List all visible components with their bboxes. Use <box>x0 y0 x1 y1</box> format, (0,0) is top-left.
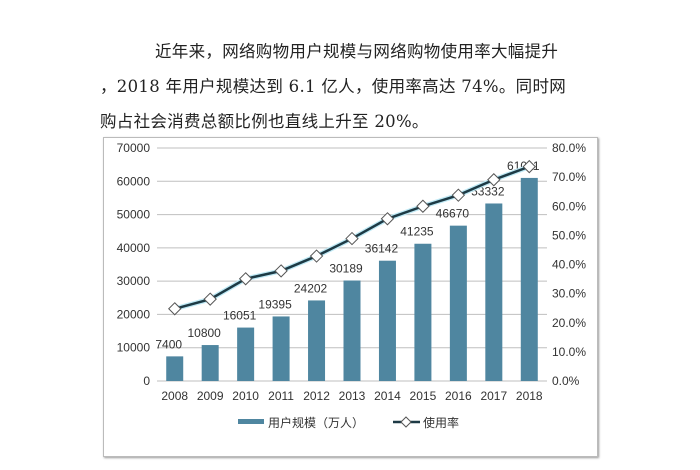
left-tick-label: 0 <box>143 374 150 388</box>
right-tick-label: 50.0% <box>552 228 586 242</box>
line-marker <box>309 249 324 263</box>
bar-data-label: 46670 <box>436 207 470 221</box>
paragraph-line: 购占社会消费总额比例也直线上升至 20%。 <box>100 112 429 131</box>
x-tick-label: 2013 <box>339 389 366 403</box>
bar <box>485 203 503 381</box>
paragraph-line: ，2018 年用户规模达到 6.1 亿人，使用率高达 74%。同时网 <box>100 77 567 96</box>
legend-label: 使用率 <box>423 415 459 430</box>
x-tick-label: 2015 <box>410 389 437 403</box>
x-tick-label: 2008 <box>161 389 188 403</box>
line-marker <box>168 302 182 316</box>
line-marker <box>416 199 430 213</box>
line-marker <box>203 292 217 306</box>
left-tick-label: 50000 <box>117 208 151 222</box>
x-tick-label: 2018 <box>516 389 543 403</box>
x-tick-label: 2009 <box>197 389 224 403</box>
x-tick-label: 2017 <box>480 389 507 403</box>
bar <box>201 345 219 381</box>
left-tick-label: 20000 <box>117 307 151 321</box>
bar-data-label: 16051 <box>223 309 257 323</box>
paragraph: 近年来，网络购物用户规模与网络购物使用率大幅提升 ，2018 年用户规模达到 6… <box>100 34 600 139</box>
bar-data-label: 7400 <box>155 337 182 351</box>
bar <box>166 356 184 381</box>
paragraph-line: 近年来，网络购物用户规模与网络购物使用率大幅提升 <box>155 42 559 61</box>
bar-data-label: 10800 <box>187 326 221 340</box>
bar-data-label: 36142 <box>365 242 399 256</box>
bar-data-label: 41235 <box>400 225 434 239</box>
left-tick-label: 40000 <box>117 241 151 255</box>
right-tick-label: 80.0% <box>552 141 586 155</box>
line-marker <box>522 159 536 174</box>
x-tick-label: 2012 <box>303 389 330 403</box>
bar-data-label: 24202 <box>294 281 328 295</box>
right-tick-label: 40.0% <box>552 258 586 272</box>
bar-data-label: 19395 <box>258 297 292 311</box>
right-tick-label: 20.0% <box>552 316 586 330</box>
right-tick-label: 70.0% <box>552 170 586 184</box>
line-marker <box>451 188 466 202</box>
bar <box>237 327 255 381</box>
legend-swatch-bar <box>238 419 264 424</box>
x-tick-label: 2014 <box>374 389 401 403</box>
bar <box>520 177 538 381</box>
bar <box>308 300 326 381</box>
left-tick-label: 60000 <box>117 174 151 188</box>
bar <box>343 280 361 381</box>
line-marker <box>345 231 359 246</box>
x-tick-label: 2010 <box>232 389 259 403</box>
x-tick-label: 2016 <box>445 389 472 403</box>
bar <box>378 260 396 381</box>
legend-marker <box>400 416 412 428</box>
bar-data-label: 30189 <box>329 262 363 276</box>
left-tick-label: 30000 <box>117 274 151 288</box>
line-marker <box>274 264 288 278</box>
right-tick-label: 0.0% <box>552 374 580 388</box>
right-tick-label: 10.0% <box>552 345 586 359</box>
bar <box>414 243 432 381</box>
legend-label: 用户规模（万人） <box>268 415 364 430</box>
left-tick-label: 10000 <box>117 341 151 355</box>
left-tick-label: 70000 <box>117 141 151 155</box>
line-marker <box>487 173 501 187</box>
right-tick-label: 30.0% <box>552 287 586 301</box>
bar <box>449 225 467 381</box>
line-marker <box>380 212 395 226</box>
line-marker <box>238 272 253 286</box>
bar <box>272 316 290 381</box>
right-tick-label: 60.0% <box>552 199 586 213</box>
x-tick-label: 2011 <box>268 389 294 403</box>
